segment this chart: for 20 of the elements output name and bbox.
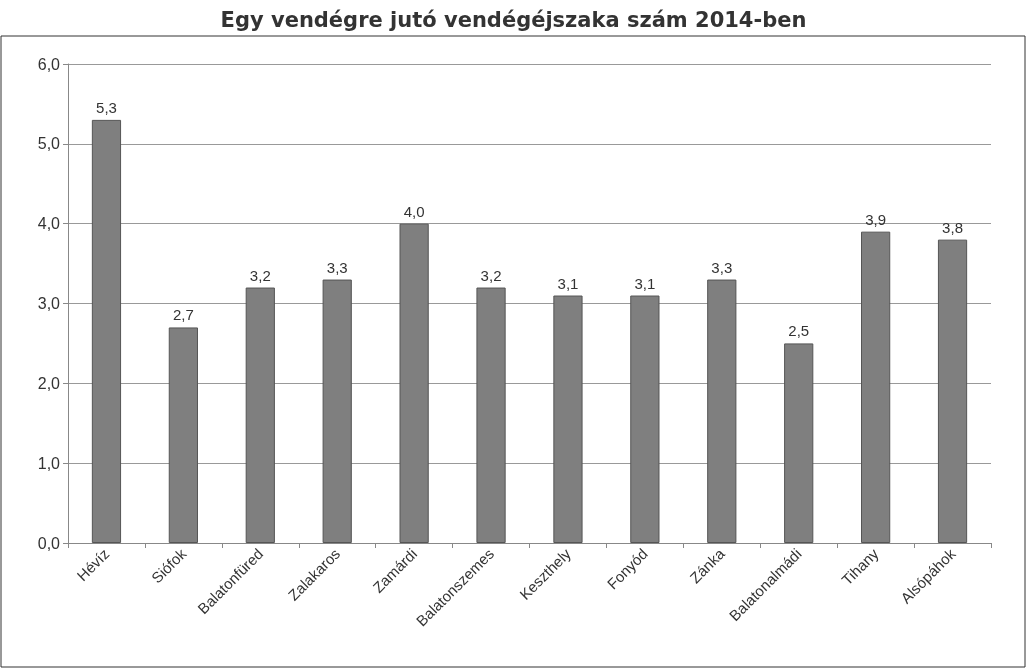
data-label: 2,5 — [788, 322, 810, 340]
data-label: 3,3 — [326, 258, 348, 276]
data-label: 4,0 — [403, 202, 425, 220]
data-label: 3,2 — [249, 266, 271, 284]
data-label: 3,9 — [865, 210, 887, 228]
y-tick-label: 5,0 — [37, 135, 61, 153]
y-tick-label: 1,0 — [37, 454, 61, 472]
y-tick-label: 6,0 — [37, 55, 61, 73]
data-label: 5,3 — [96, 98, 117, 116]
y-tick-label: 4,0 — [37, 215, 61, 233]
chart-title: Egy vendégre jutó vendégéjszaka szám 2014-ben — [220, 7, 807, 32]
data-label: 3,8 — [942, 218, 963, 236]
data-label: 2,7 — [172, 306, 194, 324]
y-tick-label: 3,0 — [37, 295, 61, 312]
data-label: 3,1 — [557, 274, 579, 292]
data-label: 3,3 — [711, 258, 733, 276]
y-tick-label: 0,0 — [37, 534, 61, 552]
y-tick-label: 2,0 — [37, 374, 61, 392]
data-label: 3,2 — [480, 266, 502, 284]
data-label: 3,1 — [634, 274, 656, 292]
